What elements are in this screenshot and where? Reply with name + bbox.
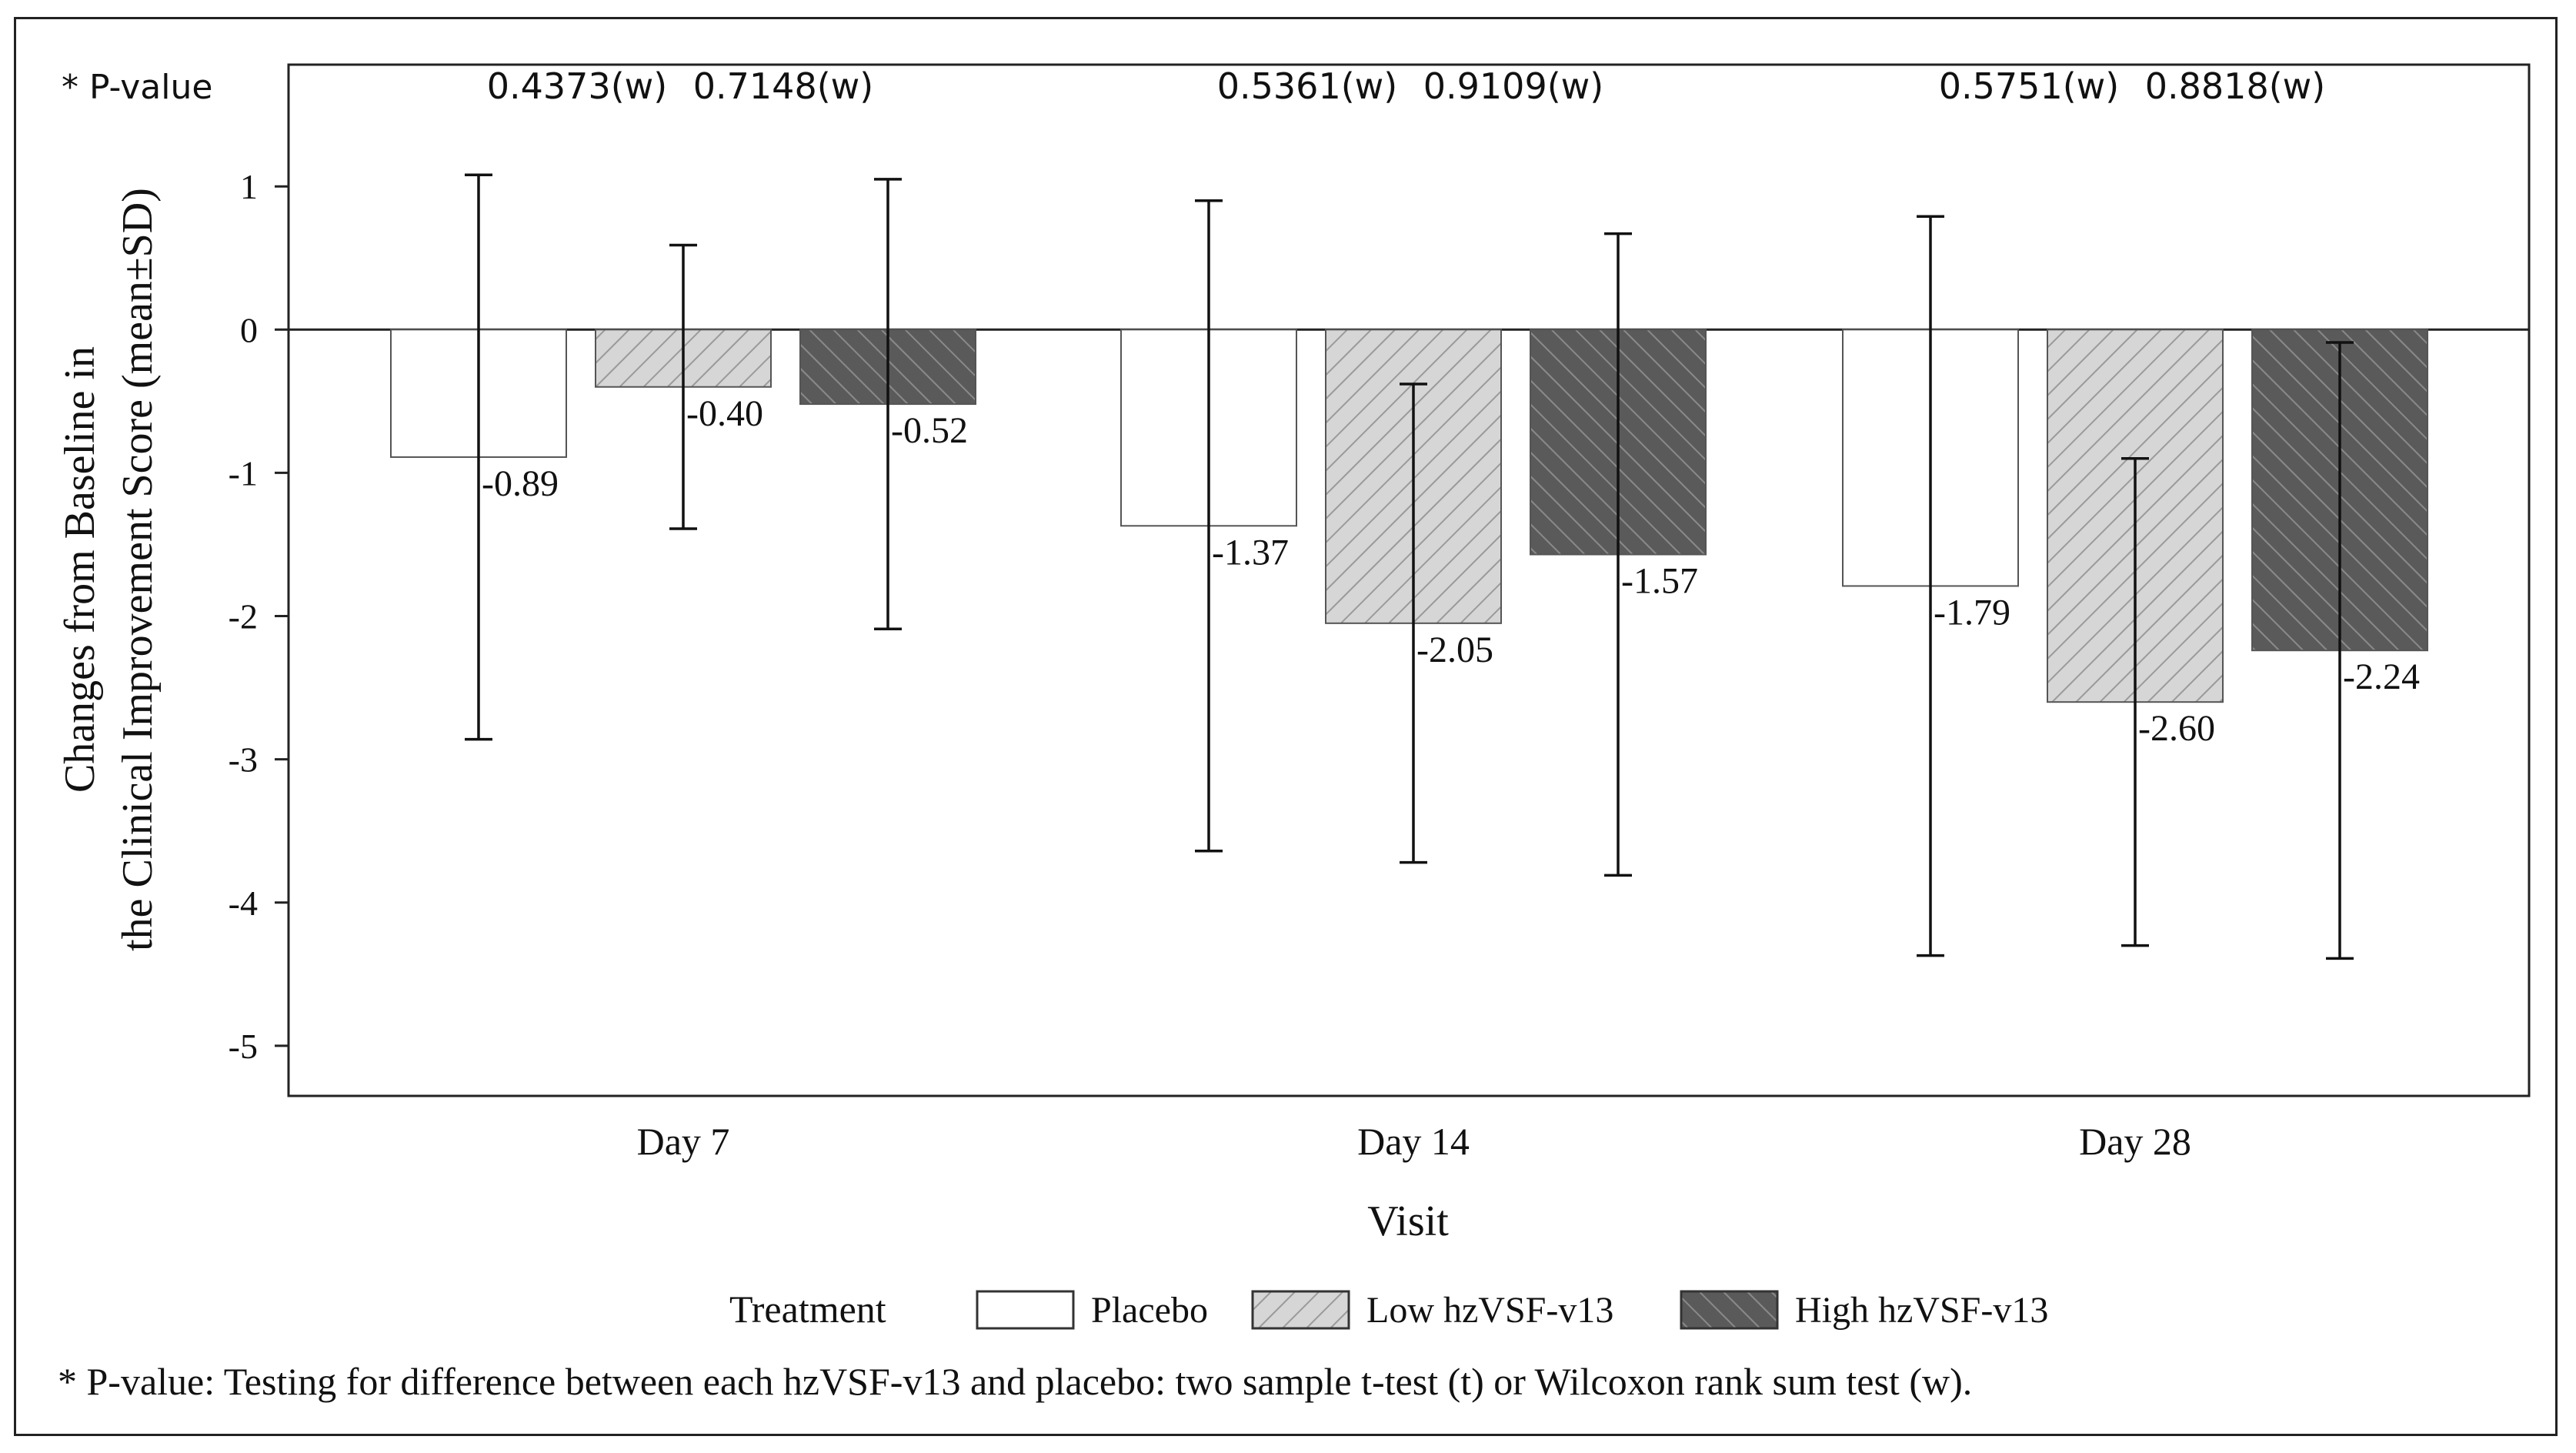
x-tick-label: Day 7 xyxy=(637,1120,730,1163)
y-axis-title-line-1: Changes from Baseline in xyxy=(56,346,104,793)
y-tick-label: -4 xyxy=(229,883,258,923)
legend-label-low: Low hzVSF-v13 xyxy=(1366,1290,1613,1331)
y-tick-label: 0 xyxy=(240,310,258,349)
pvalue-low: 0.5751(w) xyxy=(1939,65,2119,107)
x-tick-label: Day 14 xyxy=(1357,1120,1470,1163)
pvalue-high: 0.9109(w) xyxy=(1423,65,1603,107)
pvalue-low: 0.4373(w) xyxy=(487,65,667,107)
legend-label-high: High hzVSF-v13 xyxy=(1795,1290,2048,1331)
y-tick-label: -5 xyxy=(229,1027,258,1066)
figure-frame xyxy=(14,17,2558,1436)
data-label-high: -1.57 xyxy=(1621,561,1698,602)
data-label-placebo: -0.89 xyxy=(482,463,559,504)
legend-swatch-low xyxy=(1251,1290,1350,1330)
data-label-high: -2.24 xyxy=(2343,656,2420,697)
y-tick-label: -1 xyxy=(229,453,258,493)
legend-label-placebo: Placebo xyxy=(1091,1290,1208,1331)
pvalue-high: 0.8818(w) xyxy=(2145,65,2325,107)
data-label-low: -2.05 xyxy=(1416,630,1493,670)
data-label-low: -2.60 xyxy=(2138,708,2215,749)
data-label-placebo: -1.79 xyxy=(1934,592,2010,633)
y-axis-title-line-2: the Clinical Improvement Score (mean±SD) xyxy=(114,188,162,951)
data-label-high: -0.52 xyxy=(891,410,968,451)
y-tick-label: -3 xyxy=(229,740,258,780)
x-tick-label: Day 28 xyxy=(2079,1120,2191,1163)
y-tick-label: 1 xyxy=(240,167,258,206)
legend-title: Treatment xyxy=(729,1288,886,1331)
pvalue-low: 0.5361(w) xyxy=(1217,65,1397,107)
footnote: * P-value: Testing for difference betwee… xyxy=(58,1360,1972,1403)
data-label-placebo: -1.37 xyxy=(1212,532,1289,573)
data-label-low: -0.40 xyxy=(686,393,763,434)
pvalue-header-label: * P-value xyxy=(62,68,212,107)
y-tick-label: -2 xyxy=(229,597,258,636)
x-axis-title: Visit xyxy=(1367,1197,1449,1245)
pvalue-high: 0.7148(w) xyxy=(693,65,873,107)
legend-swatch-high xyxy=(1680,1290,1779,1330)
legend: Treatment Placebo Low hzVSF-v13 High hzV… xyxy=(729,1288,2048,1331)
plot-area xyxy=(287,63,2531,1097)
legend-swatch-placebo xyxy=(976,1290,1075,1330)
